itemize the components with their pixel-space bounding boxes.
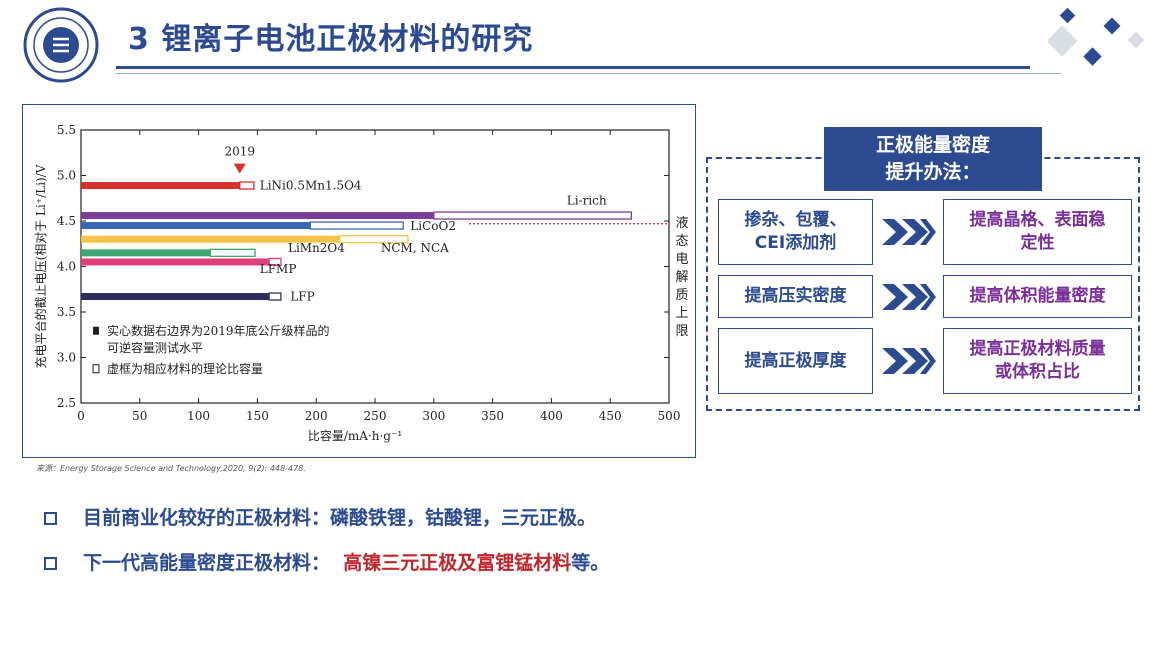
y-tick-label: 4.0	[57, 260, 76, 274]
title-underline	[116, 66, 1030, 69]
bar-label: Li-rich	[567, 194, 607, 208]
annotation-arrow	[233, 163, 246, 174]
legend-text: 虚框为相应材料的理论比容量	[107, 361, 263, 376]
bullet-commercial: 目前商业化较好的正极材料：磷酸铁锂，钴酸锂，三元正极。	[44, 503, 596, 530]
bullet-text: 目前商业化较好的正极材料：磷酸铁锂，钴酸锂，三元正极。	[83, 507, 597, 529]
y-tick-label: 3.0	[57, 351, 76, 365]
electrolyte-limit-label: 液态电解质上限	[675, 216, 688, 339]
x-tick-label: 100	[187, 409, 210, 423]
bar-theoretical-6	[268, 292, 282, 301]
result-text: 提高体积能量密度	[969, 286, 1106, 306]
x-tick-label: 450	[599, 409, 622, 423]
double-chevron-icon	[882, 348, 936, 374]
bar-label: LiNi0.5Mn1.5O4	[260, 179, 362, 193]
y-tick-label: 2.5	[57, 396, 76, 410]
result-box-mass-ratio: 提高正极材料质量 或体积占比	[943, 328, 1132, 394]
x-tick-label: 500	[658, 409, 681, 423]
legend-marker-filled	[93, 326, 99, 335]
bar-label: LiCoO2	[410, 219, 456, 233]
title-underline-thin	[116, 73, 1061, 74]
bullet-square-icon	[44, 512, 57, 525]
bar-label: NCM, NCA	[381, 241, 449, 255]
double-chevron-icon	[882, 284, 936, 310]
y-tick-label: 3.5	[57, 305, 76, 319]
decorative-diamonds	[1048, 7, 1145, 66]
legend-text: 实心数据右边界为2019年底公斤级样品的	[107, 323, 330, 338]
y-tick-label: 5.0	[57, 169, 76, 183]
x-tick-label: 250	[364, 409, 387, 423]
method-box-thickness: 提高正极厚度	[718, 328, 873, 394]
chart-frame: 0 50 100 150 200 250 300 350 400 450 500 2.5 3.0 3.5 4…	[22, 104, 696, 458]
x-axis-label: 比容量/mA·h·g⁻¹	[308, 428, 402, 443]
x-tick-label: 350	[481, 409, 504, 423]
slide-title: 3 锂离子电池正极材料的研究	[128, 22, 534, 57]
x-tick-label: 300	[422, 409, 445, 423]
legend-marker-hollow	[92, 364, 100, 374]
bar-theoretical-2	[309, 221, 404, 230]
bar-theoretical-0	[239, 181, 255, 190]
x-tick-label: 200	[305, 409, 328, 423]
method-box-compaction: 提高压实密度	[718, 275, 873, 318]
x-tick-label: 400	[540, 409, 563, 423]
y-tick-label: 4.5	[57, 214, 76, 228]
bar-practical-3	[81, 235, 340, 243]
university-logo	[23, 7, 99, 83]
bar-label: LiMn2O4	[288, 241, 345, 255]
result-text: 提高晶格、表面稳	[969, 210, 1106, 230]
bar-practical-1	[81, 212, 434, 220]
x-tick-label: 150	[246, 409, 269, 423]
bar-label: LFMP	[260, 262, 297, 276]
result-text: 定性	[1020, 233, 1055, 253]
bar-practical-2	[81, 222, 311, 230]
panel-heading: 正极能量密度 提升办法：	[824, 127, 1042, 191]
bar-label: LFP	[290, 290, 314, 304]
bar-practical-0	[81, 182, 240, 190]
method-text: 掺杂、包覆、	[744, 210, 847, 230]
panel-heading-line2: 提升办法：	[885, 161, 981, 183]
result-box-stability: 提高晶格、表面稳 定性	[943, 199, 1132, 265]
result-text: 提高正极材料质量	[969, 339, 1106, 359]
bar-practical-5	[81, 258, 270, 266]
x-tick-label: 0	[77, 409, 85, 423]
bullet-next-gen: 下一代高能量密度正极材料： 高镍三元正极及富锂锰材料等。	[44, 548, 609, 575]
method-text: CEI添加剂	[754, 233, 837, 253]
method-box-doping: 掺杂、包覆、 CEI添加剂	[718, 199, 873, 265]
bar-practical-6	[81, 293, 270, 301]
legend-text: 可逆容量测试水平	[107, 340, 203, 355]
y-axis-label: 充电平台的截止电压(相对于 Li⁺/Li)/V	[33, 164, 48, 368]
x-tick-label: 50	[132, 409, 147, 423]
result-box-volumetric: 提高体积能量密度	[943, 275, 1132, 318]
method-text: 提高正极厚度	[744, 350, 847, 371]
bar-theoretical-1	[433, 211, 633, 220]
double-chevron-icon	[882, 219, 936, 245]
bullet-highlight: 高镍三元正极及富锂锰材料	[343, 552, 572, 574]
source-citation: 来源：Energy Storage Science and Technology…	[36, 464, 306, 473]
result-text: 或体积占比	[995, 362, 1080, 382]
panel-heading-line1: 正极能量密度	[875, 134, 990, 156]
bar-practical-4	[81, 249, 211, 257]
voltage-capacity-chart: 0 50 100 150 200 250 300 350 400 450 500 2.5 3.0 3.5 4…	[33, 123, 689, 443]
annotation-2019: 2019	[224, 144, 255, 158]
method-text: 提高压实密度	[744, 286, 847, 306]
bullet-square-icon	[44, 557, 57, 570]
y-tick-label: 5.5	[57, 123, 76, 137]
bullet-suffix: 等。	[571, 552, 610, 574]
bar-theoretical-4	[209, 248, 256, 258]
bullet-text: 下一代高能量密度正极材料：	[83, 552, 331, 574]
